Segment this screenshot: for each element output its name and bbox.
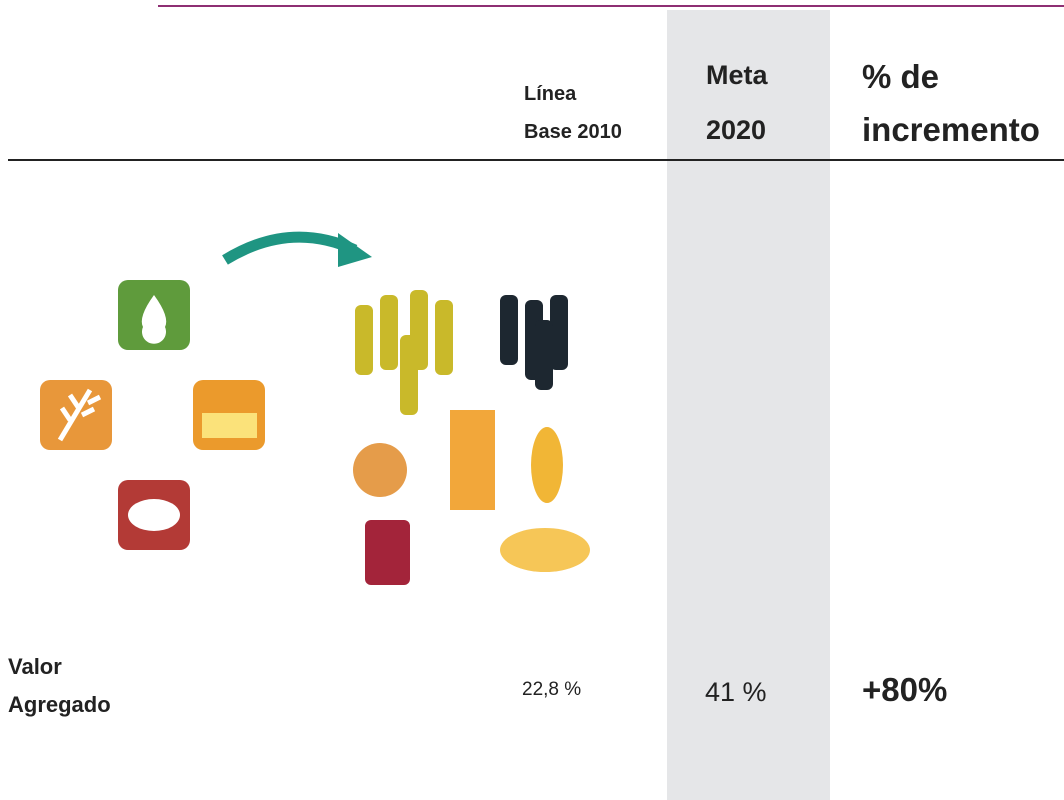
sauce <box>531 427 563 503</box>
white-wine <box>355 290 453 415</box>
cheese <box>202 413 257 438</box>
header-baseline-2: Base 2010 <box>524 121 622 143</box>
pasta-box <box>450 410 495 510</box>
arrow <box>222 231 358 265</box>
header-increase-1: % de <box>862 58 940 95</box>
jam <box>365 520 410 585</box>
row-label-1: Valor <box>8 654 62 679</box>
row-label-2: Agregado <box>8 692 111 717</box>
row-target: 41 % <box>705 677 767 707</box>
row-baseline: 22,8 % <box>522 679 582 700</box>
grain <box>57 388 102 442</box>
red-wine <box>500 295 568 390</box>
crackers <box>353 443 407 497</box>
pasta <box>500 528 590 572</box>
row-increase: +80% <box>862 671 948 708</box>
arrow-head <box>338 233 372 267</box>
header-rule <box>8 159 1064 161</box>
header-target-1: Meta <box>706 60 768 90</box>
illustration <box>40 231 590 585</box>
top-rule <box>158 5 1064 7</box>
grey-column <box>667 10 830 800</box>
header-target-2: 2020 <box>706 115 767 145</box>
header-increase-2: incremento <box>862 111 1040 148</box>
drop <box>141 295 167 344</box>
meat <box>128 499 180 531</box>
header-baseline-1: Línea <box>524 83 577 105</box>
